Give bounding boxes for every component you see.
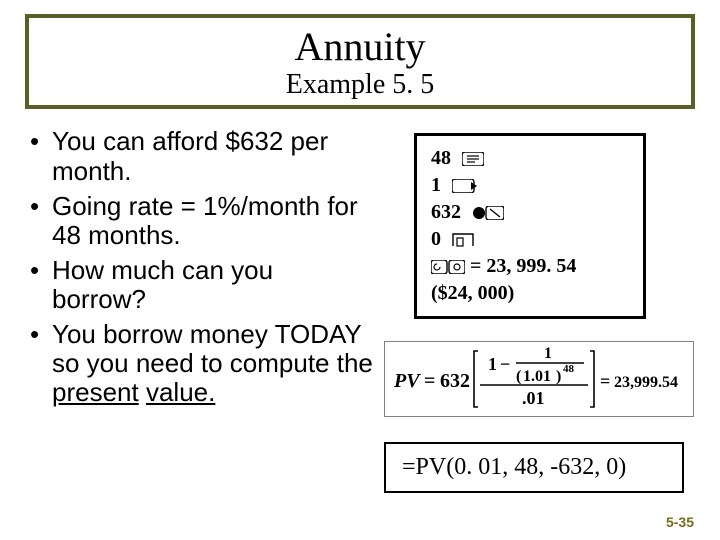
calc-line-5: = 23, 999. 54 [431, 254, 631, 281]
formula-rhs: 23,999.54 [614, 374, 678, 391]
calc-l5-result: = 23, 999. 54 [465, 255, 576, 277]
title-box: Annuity Example 5. 5 [25, 14, 695, 109]
calc-line-6: ($24, 000) [431, 281, 631, 306]
bullet-1: You can afford $632 per month. [30, 127, 374, 185]
excel-formula: =PV(0. 01, 48, -632, 0) [402, 454, 666, 481]
key-glyph-fv [452, 229, 474, 254]
formula-exponent: 48 [563, 363, 575, 375]
bullets-column: You can afford $632 per month. Going rat… [22, 127, 374, 493]
bullet-4: You borrow money TODAY so you need to co… [30, 320, 374, 407]
svg-text:=: = [424, 370, 435, 392]
svg-text:(: ( [516, 368, 521, 385]
svg-text:): ) [556, 368, 561, 385]
title-main: Annuity [39, 26, 681, 68]
calc-line-1: 48 [431, 146, 631, 173]
calculator-box: 48 1 632 0 [414, 133, 646, 319]
bullet-2: Going rate = 1%/month for 48 months. [30, 192, 374, 250]
calc-l4-num: 0 [431, 228, 441, 250]
excel-formula-box: =PV(0. 01, 48, -632, 0) [384, 442, 684, 493]
right-column: 48 1 632 0 [384, 127, 684, 493]
svg-text:1: 1 [544, 345, 552, 362]
svg-text:=: = [600, 371, 610, 391]
calc-line-3: 632 [431, 200, 631, 227]
calc-l3-num: 632 [431, 201, 461, 223]
bullet-4-text: You borrow money TODAY so you need to co… [52, 319, 373, 378]
pv-formula: PV = 632 1 − 1 ( [384, 341, 694, 422]
formula-rate: 1.01 [523, 368, 551, 385]
svg-text:−: − [500, 354, 510, 374]
bullet-4-underline-1: present [52, 377, 139, 407]
title-subtitle: Example 5. 5 [39, 70, 681, 99]
calc-l2-num: 1 [431, 174, 441, 196]
key-glyph-pmt [472, 202, 504, 227]
key-glyph-n [462, 148, 484, 173]
calc-l1-num: 48 [431, 147, 451, 169]
calc-line-4: 0 [431, 227, 631, 254]
calc-line-2: 1 [431, 173, 631, 200]
bullet-3: How much can you borrow? [30, 256, 374, 314]
key-glyph-cpt [431, 256, 465, 281]
page-number: 5-35 [666, 514, 694, 530]
svg-text:1: 1 [488, 354, 497, 374]
formula-denom: .01 [522, 388, 545, 408]
key-glyph-i [452, 175, 478, 200]
bullet-4-underline-2: value. [146, 377, 215, 407]
formula-coeff: 632 [440, 370, 470, 392]
formula-lhs: PV [393, 370, 421, 392]
